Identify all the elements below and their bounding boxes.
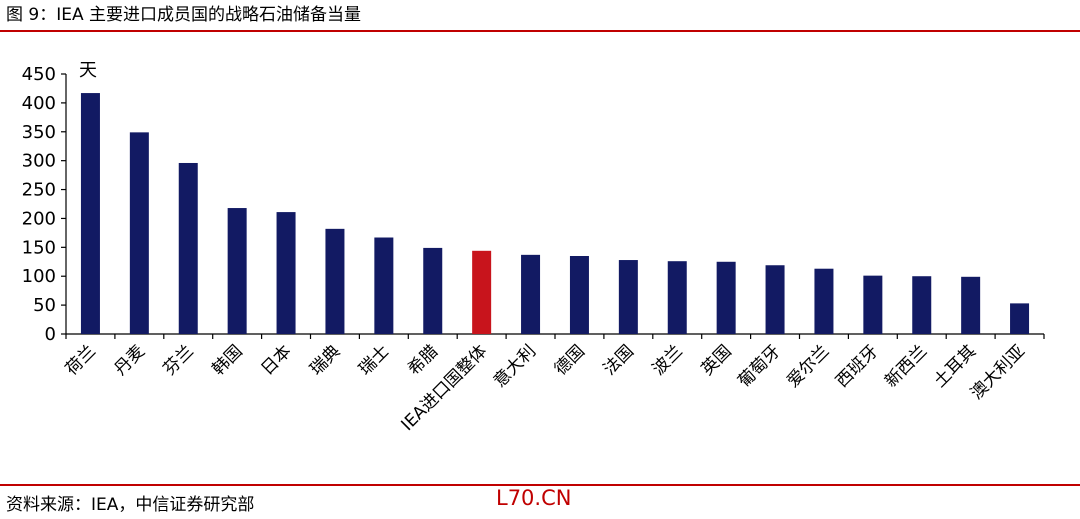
bars bbox=[80, 93, 1030, 334]
x-tick-label: 希腊 bbox=[404, 341, 442, 379]
bar-chart: 0 50 100 150 200 250 300 350 400 450 荷兰 丹麦 芬兰 韩国 日本 瑞典… bbox=[22, 60, 1045, 435]
bar-12 bbox=[618, 260, 638, 334]
y-tick-label: 350 bbox=[22, 122, 56, 143]
x-tick-label: 新西兰 bbox=[881, 341, 931, 391]
x-axis bbox=[65, 333, 1045, 339]
y-tick-label: 200 bbox=[22, 208, 56, 229]
x-tick-label: 西班牙 bbox=[832, 341, 882, 391]
top-divider bbox=[0, 30, 1080, 32]
bar-9 bbox=[472, 250, 492, 334]
x-tick-label: 瑞士 bbox=[355, 341, 393, 379]
bar-19 bbox=[961, 276, 981, 334]
bar-11 bbox=[569, 256, 589, 334]
x-tick-label: IEA进口国整体 bbox=[398, 341, 492, 435]
x-tick-label: 法国 bbox=[600, 341, 638, 379]
source-note: 资料来源：IEA，中信证券研究部 bbox=[6, 495, 255, 515]
x-tick-label: 日本 bbox=[257, 341, 295, 379]
y-tick-label: 0 bbox=[45, 324, 56, 345]
bar-13 bbox=[667, 261, 687, 334]
y-axis: 0 50 100 150 200 250 300 350 400 450 bbox=[22, 64, 67, 345]
y-tick-label: 300 bbox=[22, 151, 56, 172]
x-tick-label: 荷兰 bbox=[62, 341, 100, 379]
bar-4 bbox=[227, 208, 247, 334]
bar-16 bbox=[814, 268, 834, 334]
x-tick-label: 意大利 bbox=[490, 341, 540, 391]
y-tick-label: 150 bbox=[22, 237, 56, 258]
y-tick-label: 250 bbox=[22, 180, 56, 201]
bar-5 bbox=[276, 212, 296, 334]
y-tick-label: 450 bbox=[22, 64, 56, 85]
bar-6 bbox=[325, 228, 345, 334]
bar-8 bbox=[423, 247, 443, 334]
y-unit-label: 天 bbox=[79, 60, 97, 81]
x-tick-label: 澳大利亚 bbox=[967, 341, 1029, 403]
bar-17 bbox=[863, 275, 883, 334]
y-tick-label: 50 bbox=[33, 295, 56, 316]
x-tick-label: 波兰 bbox=[649, 341, 687, 379]
bar-14 bbox=[716, 261, 736, 334]
bar-15 bbox=[765, 265, 785, 334]
x-tick-label: 英国 bbox=[698, 341, 736, 379]
x-tick-label: 瑞典 bbox=[306, 341, 344, 379]
bar-10 bbox=[521, 254, 541, 334]
bar-18 bbox=[912, 276, 932, 334]
bar-2 bbox=[129, 132, 149, 334]
x-tick-label: 葡萄牙 bbox=[734, 341, 784, 391]
bottom-divider bbox=[0, 484, 1080, 486]
bar-1 bbox=[80, 93, 100, 334]
x-tick-label: 丹麦 bbox=[111, 341, 149, 379]
x-tick-label: 德国 bbox=[551, 341, 589, 379]
bar-7 bbox=[374, 237, 394, 334]
bar-20 bbox=[1010, 303, 1030, 334]
x-tick-label: 芬兰 bbox=[160, 341, 198, 379]
y-tick-label: 400 bbox=[22, 93, 56, 114]
watermark: L70.CN bbox=[496, 486, 572, 510]
bar-3 bbox=[178, 162, 198, 334]
x-tick-label: 韩国 bbox=[209, 341, 247, 379]
y-tick-label: 100 bbox=[22, 266, 56, 287]
x-tick-label: 爱尔兰 bbox=[783, 341, 833, 391]
figure-title: 图 9：IEA 主要进口成员国的战略石油储备当量 bbox=[6, 5, 362, 25]
